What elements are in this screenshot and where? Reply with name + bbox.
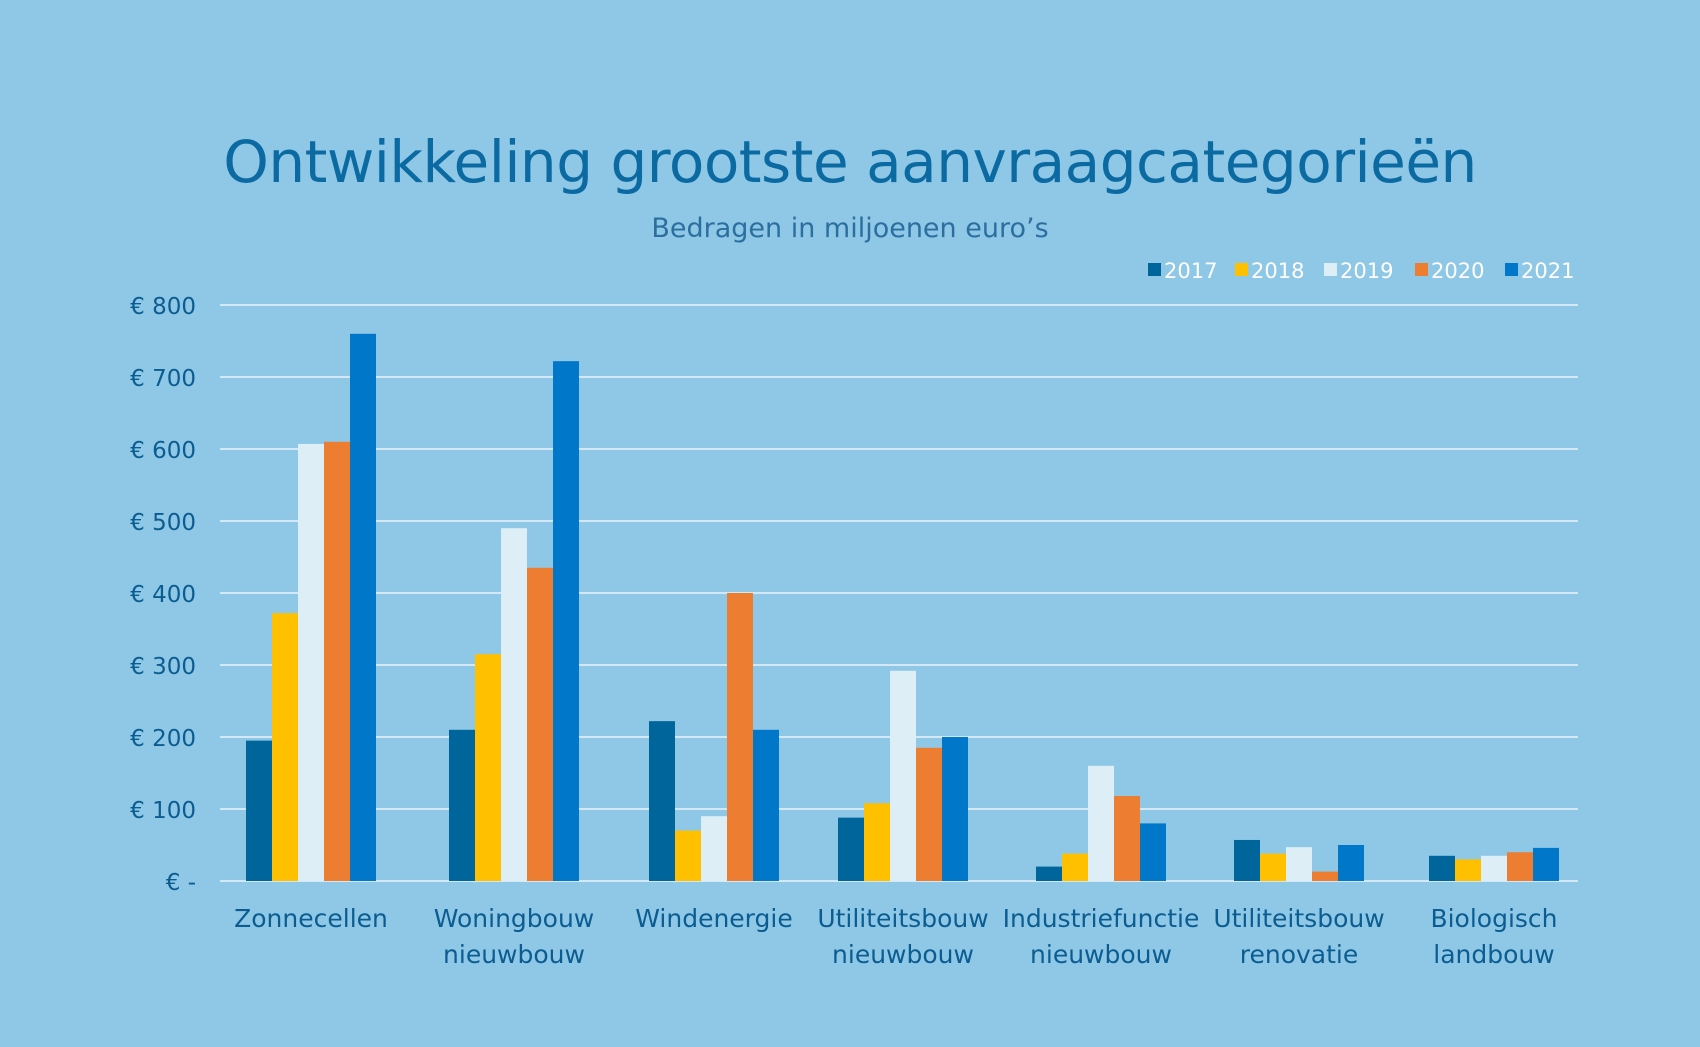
bar-2017 [1036,866,1062,881]
legend-swatch [1415,263,1428,276]
bar-2020 [1312,871,1338,881]
bar-2019 [1088,765,1114,881]
legend-label: 2020 [1431,259,1484,283]
bar-2019 [298,443,324,881]
bar-2021 [1338,845,1364,881]
bar-2019 [701,816,727,881]
bar-2017 [838,817,864,881]
x-tick-label: Biologisch landbouw [1430,904,1557,969]
legend-label: 2019 [1340,259,1393,283]
bar-2021 [553,361,579,881]
legend-label: 2021 [1521,259,1574,283]
bar-2021 [753,729,779,881]
bar-2020 [727,593,753,881]
bar-2019 [1481,855,1507,881]
bar-2017 [1429,855,1455,881]
y-tick-label: € 300 [130,654,196,680]
legend-label: 2018 [1251,259,1304,283]
bar-2021 [1140,823,1166,881]
bar-2021 [942,737,968,881]
bar-2019 [1286,847,1312,881]
legend-swatch [1324,263,1337,276]
bar-2017 [449,729,475,881]
bars [246,333,1559,881]
y-tick-label: € 100 [130,798,196,824]
legend: 2017 2018 2019 2020 2021 [1148,259,1574,283]
bar-2020 [527,567,553,881]
legend-label: 2017 [1164,259,1217,283]
bar-2020 [1114,796,1140,881]
bar-2021 [1533,847,1559,881]
chart-title: Ontwikkeling grootste aanvraagcategorieë… [223,128,1477,196]
bar-2020 [1507,852,1533,881]
bar-2018 [1062,853,1088,881]
x-tick-label: Utiliteitsbouw renovatie [1213,904,1384,969]
bar-2021 [350,333,376,881]
x-tick-label: Industriefunctie nieuwbouw [1003,904,1200,969]
x-tick-label: Woningbouw nieuwbouw [434,904,595,969]
bar-2018 [864,803,890,881]
y-tick-label: € 700 [130,366,196,392]
legend-swatch [1148,263,1161,276]
y-tick-label: € 800 [130,294,196,320]
bar-2018 [675,830,701,881]
legend-swatch [1505,263,1518,276]
bar-2019 [501,528,527,881]
y-tick-label: € - [166,870,196,896]
bar-2020 [324,441,350,881]
x-tick-label: Windenergie [635,904,792,933]
y-tick-label: € 400 [130,582,196,608]
y-tick-label: € 200 [130,726,196,752]
y-tick-label: € 500 [130,510,196,536]
bar-2018 [1260,853,1286,881]
bar-2020 [916,747,942,881]
bar-2018 [272,613,298,881]
chart-subtitle: Bedragen in miljoenen euro’s [651,213,1049,244]
legend-swatch [1235,263,1248,276]
bar-2019 [890,670,916,881]
bar-2017 [649,721,675,881]
bar-2018 [1455,859,1481,881]
bar-2017 [1234,839,1260,881]
x-tick-label: Utiliteitsbouw nieuwbouw [817,904,988,969]
x-tick-label: Zonnecellen [234,904,388,933]
y-tick-label: € 600 [130,438,196,464]
y-axis-ticks: € - € 100 € 200 € 300 € 400 € 500 € 600 € 700 € … [130,294,196,896]
bar-2017 [246,740,272,881]
x-axis-labels: Zonnecellen Woningbouw nieuwbouw Windenergi… [234,904,1557,969]
bar-2018 [475,654,501,881]
